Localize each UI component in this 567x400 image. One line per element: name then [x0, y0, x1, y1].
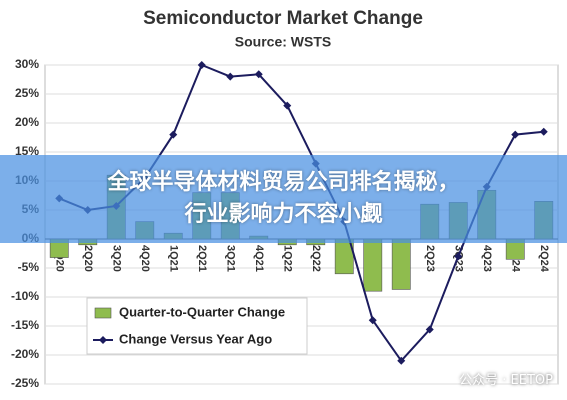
x-tick-label: 2Q20	[82, 245, 94, 272]
x-tick-label: 2Q23	[424, 245, 436, 272]
marker	[283, 101, 292, 110]
x-tick-label: 2Q21	[196, 245, 208, 272]
y-tick-label: -15%	[11, 318, 39, 332]
y-tick-label: 25%	[15, 86, 39, 100]
x-tick-label: 2Q24	[538, 245, 550, 273]
marker	[197, 61, 206, 69]
marker	[226, 72, 235, 81]
legend-item: Change Versus Year Ago	[93, 331, 272, 346]
marker	[539, 127, 548, 136]
chart-subtitle: Source: WSTS	[235, 34, 331, 50]
x-tick-label: 4Q20	[139, 245, 151, 272]
bar	[391, 238, 411, 290]
marker	[511, 130, 520, 139]
y-tick-label: -10%	[11, 289, 39, 303]
legend-label: Quarter-to-Quarter Change	[119, 304, 285, 319]
y-tick-label: -25%	[11, 376, 39, 390]
x-tick-label: 1Q22	[281, 245, 293, 272]
y-tick-label: 15%	[15, 144, 39, 158]
y-tick-label: 20%	[15, 115, 39, 129]
x-tick-label: 2Q22	[310, 245, 322, 272]
marker	[368, 316, 377, 325]
x-tick-label: 4Q21	[253, 245, 265, 272]
watermark: 公众号 · EETOP	[459, 373, 553, 388]
x-tick-label: 3Q21	[224, 245, 236, 272]
y-tick-label: 30%	[15, 57, 39, 71]
legend-swatch	[94, 307, 112, 319]
bar	[363, 238, 383, 292]
chart-title: Semiconductor Market Change	[143, 8, 423, 29]
marker	[254, 70, 263, 79]
legend-label: Change Versus Year Ago	[119, 331, 272, 346]
headline-line: 全球半导体材料贸易公司排名揭秘，	[107, 170, 460, 195]
headline-banner: 全球半导体材料贸易公司排名揭秘， 行业影响力不容小觑	[0, 155, 567, 243]
headline-line: 行业影响力不容小觑	[184, 202, 383, 227]
legend-item: Quarter-to-Quarter Change	[94, 304, 285, 319]
marker	[169, 130, 178, 139]
x-tick-label: 4Q23	[481, 245, 493, 272]
y-tick-label: -5%	[18, 260, 40, 274]
marker	[454, 252, 463, 261]
x-tick-label: 3Q20	[110, 245, 122, 272]
y-tick-label: -20%	[11, 347, 39, 361]
legend-box	[86, 297, 308, 355]
marker	[425, 325, 434, 334]
legend-marker	[99, 336, 107, 344]
x-tick-label: 1Q21	[167, 245, 179, 272]
marker	[397, 356, 406, 365]
